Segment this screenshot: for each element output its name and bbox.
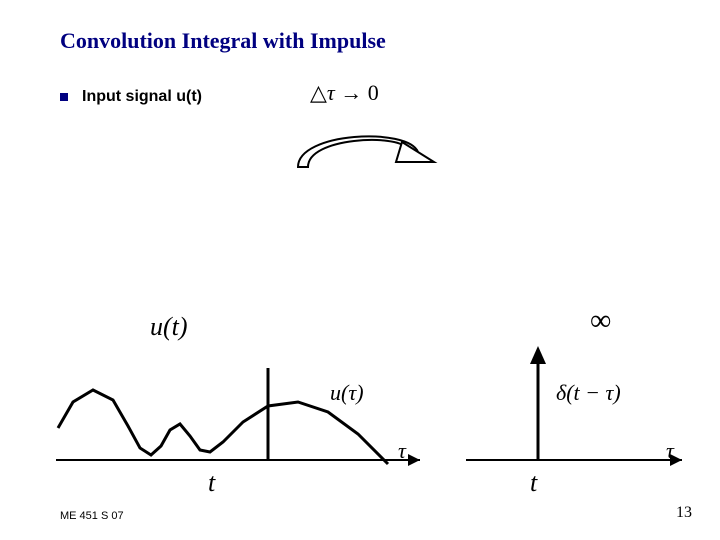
impulse-arrowhead [530, 346, 546, 364]
right-impulse-plot [460, 340, 690, 500]
left-x-axis-arrowhead [408, 454, 420, 466]
limit-zero: 0 [368, 80, 379, 105]
slide-title: Convolution Integral with Impulse [60, 28, 386, 54]
left-t-label: t [208, 468, 215, 498]
limit-tau: τ [327, 80, 335, 105]
right-tau-label: τ [666, 438, 674, 464]
left-u-tau-label: u(τ) [330, 380, 364, 406]
limit-delta: △ [310, 80, 327, 105]
delta-label: δ(t − τ) [556, 380, 621, 406]
curved-arrow-icon [278, 112, 438, 182]
limit-arrow: → [340, 80, 362, 105]
left-tau-label: τ [398, 438, 406, 464]
infinity-label: ∞ [590, 304, 611, 338]
right-t-label: t [530, 468, 537, 498]
footer-page-number: 13 [676, 504, 692, 522]
curved-arrow-head [396, 142, 434, 162]
bullet-text: Input signal u(t) [82, 88, 202, 106]
bullet-row: Input signal u(t) [60, 88, 202, 106]
footer-course: ME 451 S 07 [60, 510, 124, 522]
left-u-t-label: u(t) [150, 312, 188, 342]
limit-expression: △τ → 0 [310, 80, 379, 106]
left-signal-plot [48, 340, 428, 500]
slide: Convolution Integral with Impulse Input … [0, 0, 720, 540]
bullet-marker [60, 93, 68, 101]
